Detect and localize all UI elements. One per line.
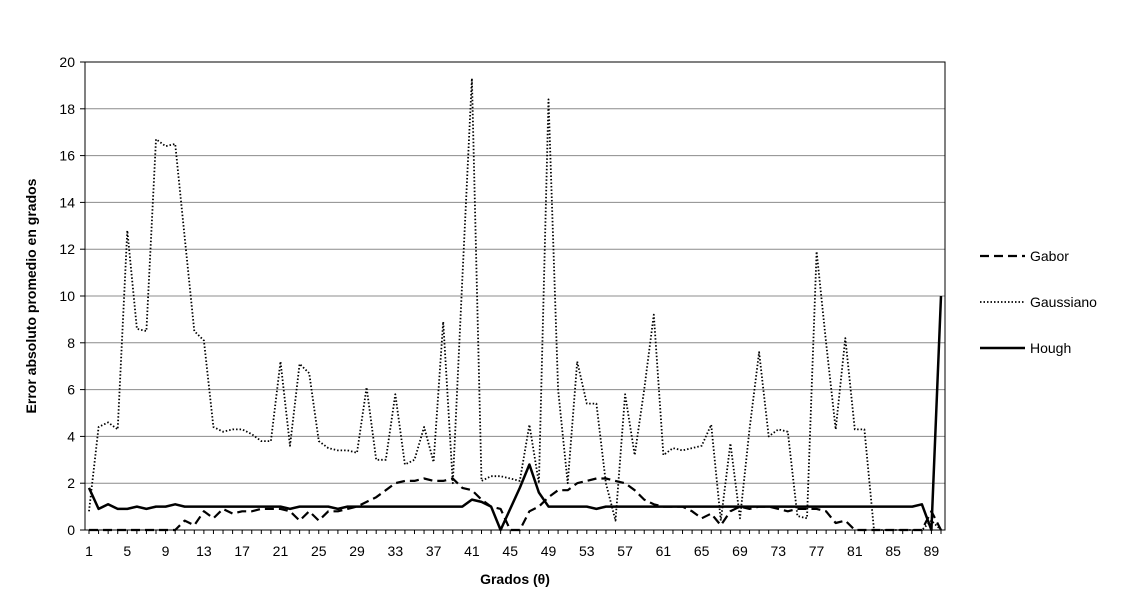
x-tick-label: 61	[656, 543, 672, 559]
x-tick-label: 5	[123, 543, 131, 559]
x-tick-label: 37	[426, 543, 442, 559]
x-tick-label: 45	[502, 543, 518, 559]
legend-label-gabor: Gabor	[1030, 248, 1069, 264]
x-tick-label: 53	[579, 543, 595, 559]
y-tick-label: 18	[59, 101, 75, 117]
x-tick-label: 41	[464, 543, 480, 559]
legend: Gabor Gaussiano Hough	[980, 248, 1097, 356]
x-tick-label: 17	[234, 543, 250, 559]
x-tick-label: 21	[273, 543, 289, 559]
x-tick-label: 85	[885, 543, 901, 559]
y-axis-ticks: 0 2 4 6 8 10 12 14 16 18 20	[59, 54, 85, 538]
gridlines	[85, 108, 945, 484]
y-tick-label: 10	[59, 288, 75, 304]
x-tick-label: 29	[349, 543, 365, 559]
legend-label-hough: Hough	[1030, 340, 1071, 356]
y-tick-label: 20	[59, 54, 75, 70]
series-line-gaussiano	[88, 77, 942, 531]
series-line-gabor	[89, 477, 942, 532]
x-axis-ticks: 1 5 9 13 17 21 25 29 33 37 41 45 49 53 57 61 65 69 73 77 81 8…	[85, 530, 942, 559]
x-tick-label: 65	[694, 543, 710, 559]
x-tick-label: 81	[847, 543, 863, 559]
y-tick-label: 12	[59, 241, 75, 257]
y-axis-title: Error absoluto promedio en grados	[23, 178, 39, 413]
x-axis-title: Grados (θ)	[480, 571, 550, 587]
y-tick-label: 8	[67, 335, 75, 351]
legend-label-gaussiano: Gaussiano	[1030, 294, 1097, 310]
x-tick-label: 69	[732, 543, 748, 559]
x-tick-label: 57	[617, 543, 633, 559]
series-line-hough	[87, 295, 943, 532]
y-tick-label: 4	[67, 428, 75, 444]
series-lines	[87, 77, 943, 532]
y-tick-label: 2	[67, 475, 75, 491]
x-tick-label: 77	[809, 543, 825, 559]
x-tick-label: 49	[541, 543, 557, 559]
y-tick-label: 16	[59, 148, 75, 164]
y-tick-label: 0	[67, 522, 75, 538]
x-tick-label: 33	[388, 543, 404, 559]
x-tick-label: 13	[196, 543, 212, 559]
y-tick-label: 14	[59, 194, 75, 210]
x-tick-label: 25	[311, 543, 327, 559]
x-tick-label: 1	[85, 543, 93, 559]
y-tick-label: 6	[67, 382, 75, 398]
x-tick-label: 73	[770, 543, 786, 559]
x-tick-label: 89	[924, 543, 940, 559]
x-tick-label: 9	[162, 543, 170, 559]
